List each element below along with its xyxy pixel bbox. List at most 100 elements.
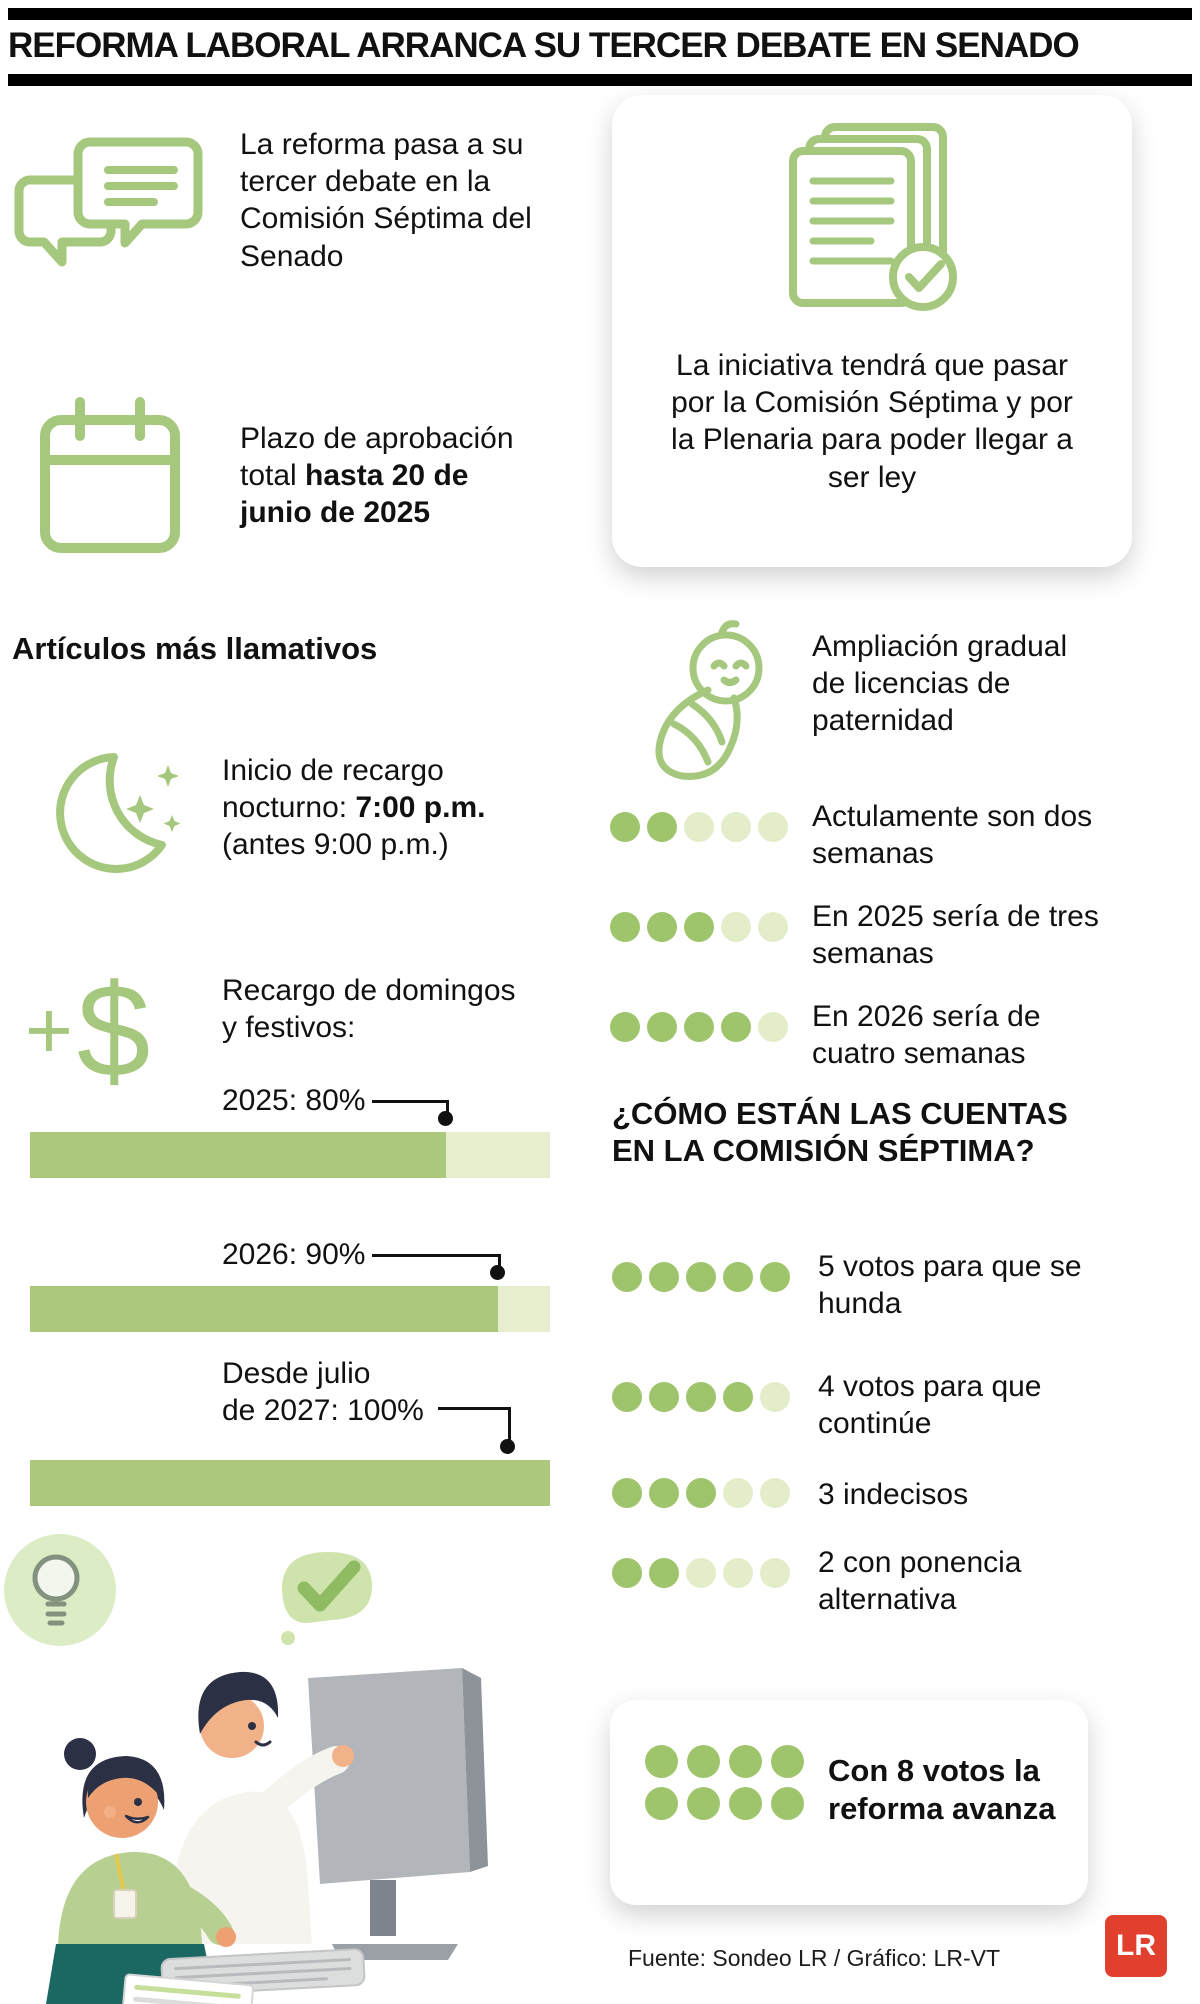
bar-label-2027: Desde julio de 2027: 100% (222, 1355, 424, 1429)
bar-2025-callout-dot (438, 1111, 453, 1126)
law-card-text: La iniciativa tendrá que pasar por la Co… (671, 349, 1073, 494)
dot-empty (758, 812, 788, 842)
dot-empty (721, 812, 751, 842)
votes-label-indecisos: 3 indecisos (818, 1478, 969, 1511)
dot-empty (723, 1558, 753, 1588)
dot-filled (686, 1478, 716, 1508)
dot-filled (723, 1262, 753, 1292)
dot-filled (684, 912, 714, 942)
calendar-icon (35, 388, 185, 568)
dot-filled (687, 1787, 720, 1820)
dot-empty (760, 1478, 790, 1508)
deadline-text-regular: Plazo de aprobación total (240, 422, 514, 493)
night-surcharge-text: Inicio de recargo nocturno: 7:00 p.m. (a… (222, 752, 522, 864)
votes-label-hunda: 5 votos para que se hunda (818, 1250, 1082, 1321)
title-rule-top (8, 8, 1192, 20)
advance-dots (645, 1745, 817, 1820)
source-credit: Fuente: Sondeo LR / Gráfico: LR-VT (628, 1945, 1001, 1971)
deadline-text: Plazo de aprobación total hasta 20 de ju… (240, 420, 540, 532)
paternity-dots-row-2 (610, 912, 788, 942)
lightbulb-icon (4, 1534, 116, 1646)
dot-filled (647, 912, 677, 942)
check-bubble-icon (281, 1552, 372, 1645)
dot-filled (686, 1382, 716, 1412)
dot-empty (760, 1382, 790, 1412)
bar-2025-fill (30, 1132, 446, 1178)
night-surcharge-after: (antes 9:00 p.m.) (222, 828, 449, 862)
votes-dots-alternativa (612, 1558, 790, 1588)
bar-2026 (30, 1265, 550, 1332)
dot-filled (649, 1382, 679, 1412)
illustration-people-computer (4, 1534, 488, 2004)
debate-text: La reforma pasa a su tercer debate en la… (240, 128, 532, 273)
dot-filled (684, 1012, 714, 1042)
dot-empty (758, 1012, 788, 1042)
bar-2025 (30, 1111, 550, 1178)
dot-filled (645, 1745, 678, 1778)
dot-empty (684, 812, 714, 842)
dot-filled (686, 1262, 716, 1292)
bar-2026-callout-dot (490, 1265, 505, 1280)
bar-label-2026: 2026: 90% (222, 1238, 366, 1271)
plus-money-icon: + $ (25, 965, 150, 1097)
dot-empty (686, 1558, 716, 1588)
dot-filled (687, 1745, 720, 1778)
dot-filled (610, 912, 640, 942)
votes-label-continue: 4 votos para que continúe (818, 1370, 1042, 1441)
dot-filled (647, 812, 677, 842)
bar-2026-fill (30, 1286, 498, 1332)
callout-line-2027 (438, 1407, 511, 1450)
paternity-label-3: En 2026 sería de cuatro semanas (812, 1000, 1041, 1071)
lr-logo: LR (1105, 1915, 1167, 1977)
dot-filled (647, 1012, 677, 1042)
page-title: REFORMA LABORAL ARRANCA SU TERCER DEBATE… (8, 26, 1080, 65)
dot-filled (649, 1478, 679, 1508)
dot-filled (645, 1787, 678, 1820)
paternity-label-2: En 2025 sería de tres semanas (812, 900, 1099, 971)
votes-label-alternativa: 2 con ponencia alternativa (818, 1546, 1022, 1617)
dot-empty (723, 1478, 753, 1508)
dot-filled (612, 1262, 642, 1292)
law-card: La iniciativa tendrá que pasar por la Co… (612, 95, 1132, 567)
dot-filled (721, 1012, 751, 1042)
dot-filled (610, 812, 640, 842)
bar-2027 (30, 1439, 550, 1506)
dot-filled (760, 1262, 790, 1292)
articles-heading: Artículos más llamativos (12, 631, 378, 666)
dot-filled (610, 1012, 640, 1042)
dot-filled (612, 1558, 642, 1588)
advance-card: Con 8 votos la reforma avanza (610, 1700, 1088, 1905)
votes-dots-indecisos (612, 1478, 790, 1508)
bar-label-2025: 2025: 80% (222, 1084, 366, 1117)
dot-filled (729, 1745, 762, 1778)
documents-check-icon (777, 119, 967, 334)
paternity-label-1: Actulamente son dos semanas (812, 800, 1093, 871)
papers (121, 1973, 254, 2004)
baby-icon (630, 618, 785, 788)
night-surcharge-regular: Inicio de recargo nocturno: (222, 754, 444, 825)
dot-empty (758, 912, 788, 942)
votes-dots-continue (612, 1382, 790, 1412)
deadline-text-bold: hasta 20 de junio de 2025 (240, 459, 469, 530)
advance-text: Con 8 votos la reforma avanza (828, 1753, 1056, 1827)
dot-empty (721, 912, 751, 942)
callout-line-2025 (372, 1100, 449, 1121)
paternity-dots-row-3 (610, 1012, 788, 1042)
dot-filled (612, 1382, 642, 1412)
night-surcharge-bold: 7:00 p.m. (355, 791, 486, 825)
moon-icon (28, 735, 193, 900)
bar-label-2027-line1: Desde julio (222, 1357, 371, 1390)
paternity-dots-row-1 (610, 812, 788, 842)
paternity-title: Ampliación gradual de licencias de pater… (812, 630, 1068, 738)
dot-filled (612, 1478, 642, 1508)
dollar-sign: $ (76, 957, 151, 1104)
speech-bubbles-icon (8, 128, 213, 298)
bar-2027-fill (30, 1460, 550, 1506)
dot-filled (771, 1787, 804, 1820)
votes-heading: ¿CÓMO ESTÁN LAS CUENTAS EN LA COMISIÓN S… (612, 1096, 1068, 1169)
dot-filled (771, 1745, 804, 1778)
dot-filled (649, 1262, 679, 1292)
monitor (308, 1668, 488, 1960)
bar-label-2027-line2: de 2027: 100% (222, 1394, 424, 1428)
